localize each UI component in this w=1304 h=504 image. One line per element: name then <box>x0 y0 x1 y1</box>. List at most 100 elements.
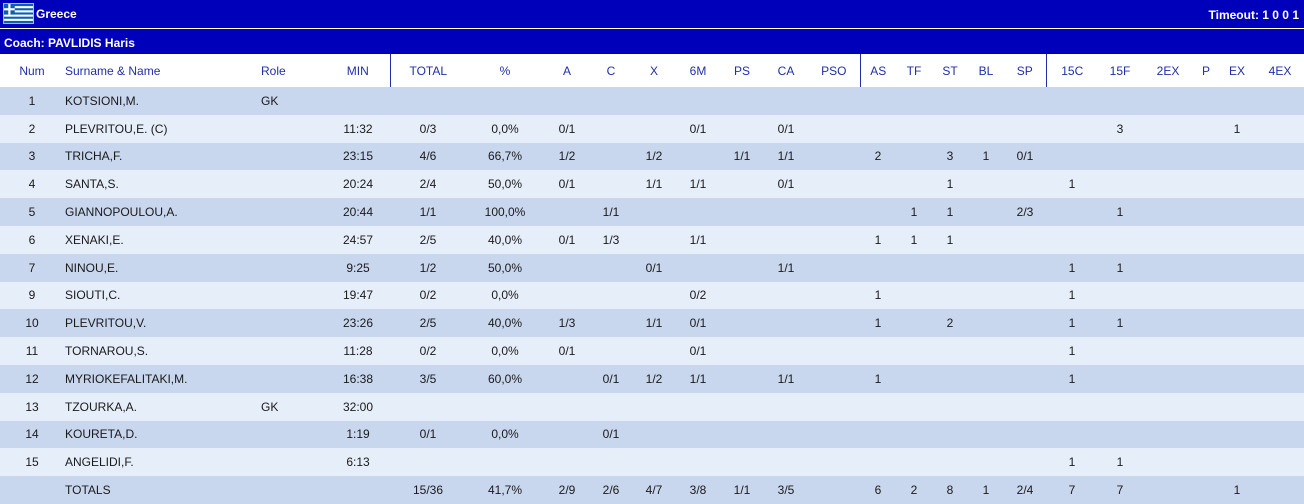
cell-: 60,0% <box>466 364 544 393</box>
cell-tf: 1 <box>896 225 932 254</box>
cell-as <box>860 448 896 477</box>
column-header-role: Role <box>260 54 326 87</box>
cell-tf: 2 <box>896 476 932 504</box>
cell-2ex <box>1142 281 1194 310</box>
cell-2ex <box>1142 142 1194 171</box>
cell-15c: 1 <box>1046 281 1098 310</box>
cell-15c <box>1046 225 1098 254</box>
cell-ex <box>1218 198 1256 226</box>
cell-bl <box>968 170 1004 199</box>
cell-num: 3 <box>0 142 64 171</box>
cell-2ex <box>1142 253 1194 282</box>
cell-tf: 1 <box>896 198 932 226</box>
cell-tf <box>896 170 932 199</box>
cell-total: 15/36 <box>390 476 466 504</box>
cell-num: 6 <box>0 225 64 254</box>
cell-15f: 3 <box>1098 114 1142 143</box>
cell-role: GK <box>260 392 326 421</box>
cell-total: 2/5 <box>390 309 466 338</box>
cell-min: 20:24 <box>326 170 390 199</box>
cell-x: 4/7 <box>632 476 676 504</box>
cell-num <box>0 476 64 504</box>
cell-pso <box>808 142 860 171</box>
cell-sp <box>1004 337 1046 365</box>
cell-sp <box>1004 170 1046 199</box>
cell-st <box>932 364 968 393</box>
cell-a: 0/1 <box>544 337 590 365</box>
cell-surname-and-name: SANTA,S. <box>64 170 260 199</box>
cell-bl <box>968 114 1004 143</box>
cell-: 40,0% <box>466 225 544 254</box>
cell-pso <box>808 198 860 226</box>
cell-15f <box>1098 225 1142 254</box>
column-header-6m: 6M <box>676 54 720 87</box>
cell-min: 9:25 <box>326 253 390 282</box>
cell-sp: 2/4 <box>1004 476 1046 504</box>
cell-x: 0/1 <box>632 253 676 282</box>
cell-ps: 1/1 <box>720 142 764 171</box>
cell-15c <box>1046 392 1098 421</box>
cell-c <box>590 337 632 365</box>
cell-role <box>260 476 326 504</box>
cell-ex <box>1218 392 1256 421</box>
cell-6m: 1/1 <box>676 170 720 199</box>
cell-total: 4/6 <box>390 142 466 171</box>
cell-pso <box>808 364 860 393</box>
cell-p <box>1194 309 1218 338</box>
cell-role <box>260 420 326 449</box>
cell-min: 19:47 <box>326 281 390 310</box>
cell-total: 1/2 <box>390 253 466 282</box>
cell-c <box>590 87 632 115</box>
cell-6m <box>676 198 720 226</box>
cell-2ex <box>1142 448 1194 477</box>
cell-pso <box>808 476 860 504</box>
table-row: 7 NINOU,E. 9:25 1/2 50,0% 0/1 1/1 1 1 <box>0 253 1304 282</box>
cell-2ex <box>1142 392 1194 421</box>
cell-a <box>544 420 590 449</box>
cell-sp <box>1004 225 1046 254</box>
cell-ca <box>764 198 808 226</box>
cell-num: 12 <box>0 364 64 393</box>
cell-pso <box>808 114 860 143</box>
cell-ps <box>720 420 764 449</box>
cell-ex: 1 <box>1218 114 1256 143</box>
cell-6m: 1/1 <box>676 364 720 393</box>
cell-role <box>260 170 326 199</box>
cell-as <box>860 87 896 115</box>
cell-4ex <box>1256 448 1304 477</box>
cell-15c: 1 <box>1046 337 1098 365</box>
table-row: 15 ANGELIDI,F. 6:13 1 1 <box>0 448 1304 477</box>
cell-15c <box>1046 114 1098 143</box>
cell-ca: 1/1 <box>764 253 808 282</box>
cell-min: 11:28 <box>326 337 390 365</box>
cell-min: 20:44 <box>326 198 390 226</box>
cell-role <box>260 142 326 171</box>
cell-15f <box>1098 392 1142 421</box>
cell-ps <box>720 225 764 254</box>
cell-2ex <box>1142 225 1194 254</box>
cell-x: 1/2 <box>632 364 676 393</box>
cell-sp: 0/1 <box>1004 142 1046 171</box>
cell-bl <box>968 87 1004 115</box>
cell-st <box>932 392 968 421</box>
cell-x: 1/1 <box>632 309 676 338</box>
cell-c <box>590 309 632 338</box>
cell-sp <box>1004 364 1046 393</box>
cell-6m <box>676 448 720 477</box>
cell-c <box>590 170 632 199</box>
cell-p <box>1194 225 1218 254</box>
cell-x <box>632 420 676 449</box>
cell-15c: 1 <box>1046 364 1098 393</box>
cell-surname-and-name: PLEVRITOU,E. (C) <box>64 114 260 143</box>
cell-role <box>260 448 326 477</box>
cell-ps <box>720 364 764 393</box>
cell-num: 4 <box>0 170 64 199</box>
cell-ps <box>720 253 764 282</box>
cell-pso <box>808 309 860 338</box>
cell-4ex <box>1256 281 1304 310</box>
cell-ex <box>1218 225 1256 254</box>
column-header-bl: BL <box>968 54 1004 87</box>
cell-4ex <box>1256 253 1304 282</box>
cell-x <box>632 198 676 226</box>
cell-6m: 0/1 <box>676 337 720 365</box>
